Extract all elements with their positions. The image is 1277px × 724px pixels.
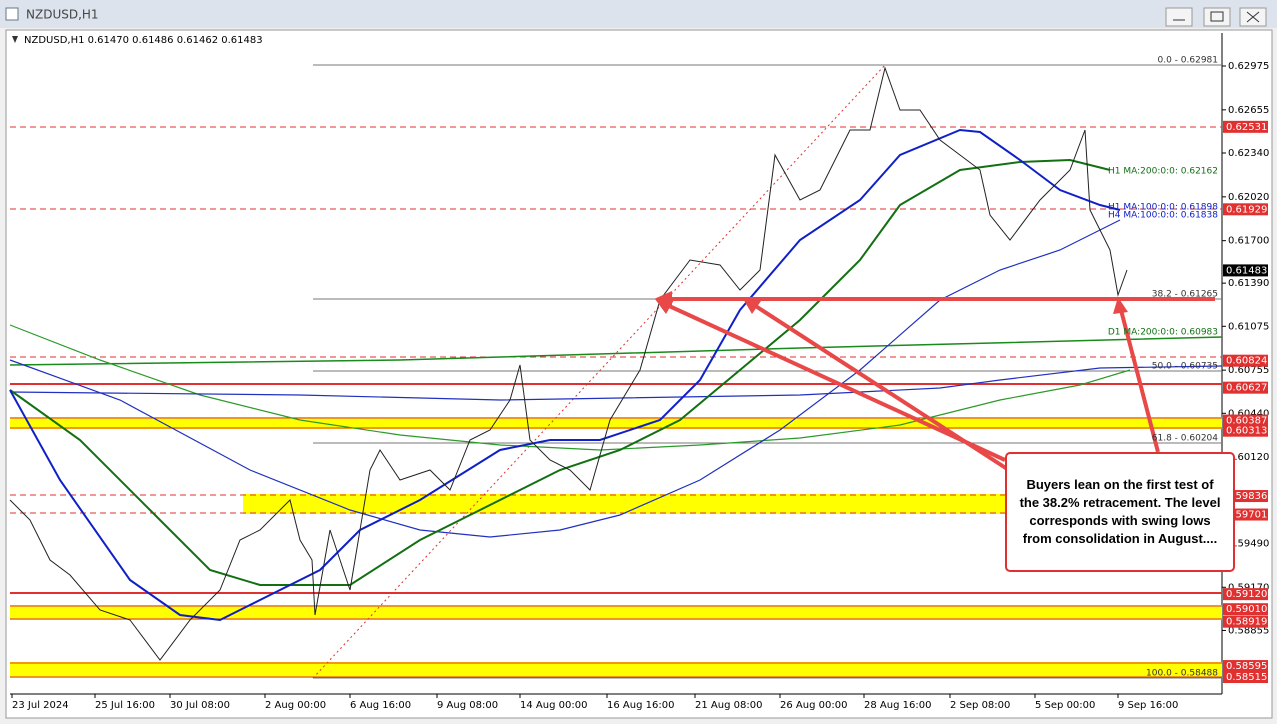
ma-line (9, 158, 1111, 586)
zone (10, 662, 1222, 678)
time-axis-label: 30 Jul 08:00 (170, 700, 230, 711)
price-tag (1223, 603, 1268, 616)
price-axis-label: 0.58855 (1228, 625, 1269, 636)
ma-line (9, 324, 1131, 451)
ma-line (9, 336, 1223, 366)
minimize-button[interactable] (1165, 7, 1193, 27)
annotation-box: Buyers lean on the first test of the 38.… (1005, 452, 1235, 572)
level-label: 50.0 - 0.60735 (1152, 362, 1218, 372)
price-tag-label: 0.60387 (1226, 416, 1267, 427)
price-tag (1223, 660, 1268, 673)
time-axis-label: 5 Sep 00:00 (1035, 700, 1095, 711)
price-axis-label: 0.59490 (1228, 538, 1269, 549)
price-axis-label: 0.61390 (1228, 278, 1269, 289)
price-tag (1223, 120, 1268, 133)
price-tag-label: 0.62531 (1226, 122, 1267, 133)
time-axis-label: 21 Aug 08:00 (695, 700, 762, 711)
level-label: H1 MA:100:0:0: 0.61898 (1108, 203, 1218, 213)
maximize-button[interactable] (1203, 7, 1231, 27)
level-label: 100.0 - 0.58488 (1146, 669, 1218, 679)
window-buttons[interactable] (1165, 7, 1267, 27)
time-axis-label: 14 Aug 00:00 (520, 700, 587, 711)
price-axis-label: 0.62655 (1228, 105, 1269, 116)
zone (10, 417, 1222, 429)
price-tag-label: 0.59836 (1226, 491, 1267, 502)
ma-line (9, 219, 1121, 538)
price-tag-label: 0.60824 (1226, 356, 1267, 367)
zone (243, 494, 1222, 514)
chart-header: NZDUSD,H1 0.61470 0.61486 0.61462 0.6148… (24, 35, 263, 46)
time-axis-label: 23 Jul 2024 (12, 700, 69, 711)
price-axis-label: 0.62975 (1228, 61, 1269, 72)
price-tag-label: 0.58919 (1226, 617, 1267, 628)
price-axis-label: 0.61075 (1228, 321, 1269, 332)
price-tag (1223, 588, 1268, 601)
price-tag-label: 0.59010 (1226, 604, 1267, 615)
price-line (9, 66, 1128, 661)
price-axis-label: 0.62020 (1228, 192, 1269, 203)
header-icon (12, 36, 18, 43)
price-tag (1223, 508, 1268, 521)
time-axis-label: 9 Sep 16:00 (1118, 700, 1178, 711)
ma-line (9, 128, 1121, 622)
price-axis-label: 0.60120 (1228, 452, 1269, 463)
window-title: NZDUSD,H1 (26, 8, 99, 22)
time-axis-label: 2 Aug 00:00 (265, 700, 326, 711)
price-tag-label: 0.60627 (1226, 383, 1267, 394)
price-tag (1223, 414, 1268, 427)
price-tag-label: 0.60313 (1226, 426, 1267, 437)
price-tag-label: 0.58515 (1226, 672, 1267, 683)
price-axis-label: 0.62340 (1228, 148, 1269, 159)
time-axis-label: 16 Aug 16:00 (607, 700, 674, 711)
price-tag-label: 0.61483 (1226, 265, 1267, 276)
price-tag (1223, 615, 1268, 628)
price-tag-label: 0.59701 (1226, 510, 1267, 521)
price-tag (1223, 264, 1268, 277)
arrows (654, 291, 1215, 476)
price-tag-label: 0.58595 (1226, 661, 1267, 672)
labels: NZDUSD,H1 0.61470 0.61486 0.61462 0.6148… (11, 35, 1269, 711)
time-axis-label: 26 Aug 00:00 (780, 700, 847, 711)
time-axis-label: 2 Sep 08:00 (950, 700, 1010, 711)
chart-frame (5, 29, 1273, 719)
level-label: 61.8 - 0.60204 (1152, 434, 1218, 444)
price-axis-label: 0.61700 (1228, 236, 1269, 247)
time-axis-label: 9 Aug 08:00 (437, 700, 498, 711)
price-tag-label: 0.61929 (1226, 204, 1267, 215)
zone (10, 605, 1222, 620)
price-tag-label: 0.59120 (1226, 589, 1267, 600)
price-tag (1223, 381, 1268, 394)
solid-levels (10, 383, 1222, 678)
time-axis-label: 28 Aug 16:00 (864, 700, 931, 711)
level-label: 0.0 - 0.62981 (1158, 56, 1219, 66)
level-label: H1 MA:200:0:0: 0.62162 (1108, 167, 1218, 177)
price-axis-label: 0.59170 (1228, 582, 1269, 593)
price-tag (1223, 203, 1268, 216)
price-tag (1223, 354, 1268, 367)
price-tag (1223, 424, 1268, 437)
level-label: H4 MA:100:0:0: 0.61838 (1108, 211, 1218, 221)
price-axis-label: 0.60755 (1228, 365, 1269, 376)
level-label: D1 MA:200:0:0: 0.60983 (1108, 328, 1218, 338)
title-bar (0, 0, 1277, 28)
ma-line (9, 365, 1223, 401)
price-tag (1223, 671, 1268, 684)
time-axis-label: 6 Aug 16:00 (350, 700, 411, 711)
window-icon (5, 7, 19, 21)
plot-area (9, 64, 1223, 679)
price-axis-label: 0.60440 (1228, 408, 1269, 419)
time-axis-label: 25 Jul 16:00 (95, 700, 155, 711)
level-label: 38.2 - 0.61265 (1152, 290, 1218, 300)
